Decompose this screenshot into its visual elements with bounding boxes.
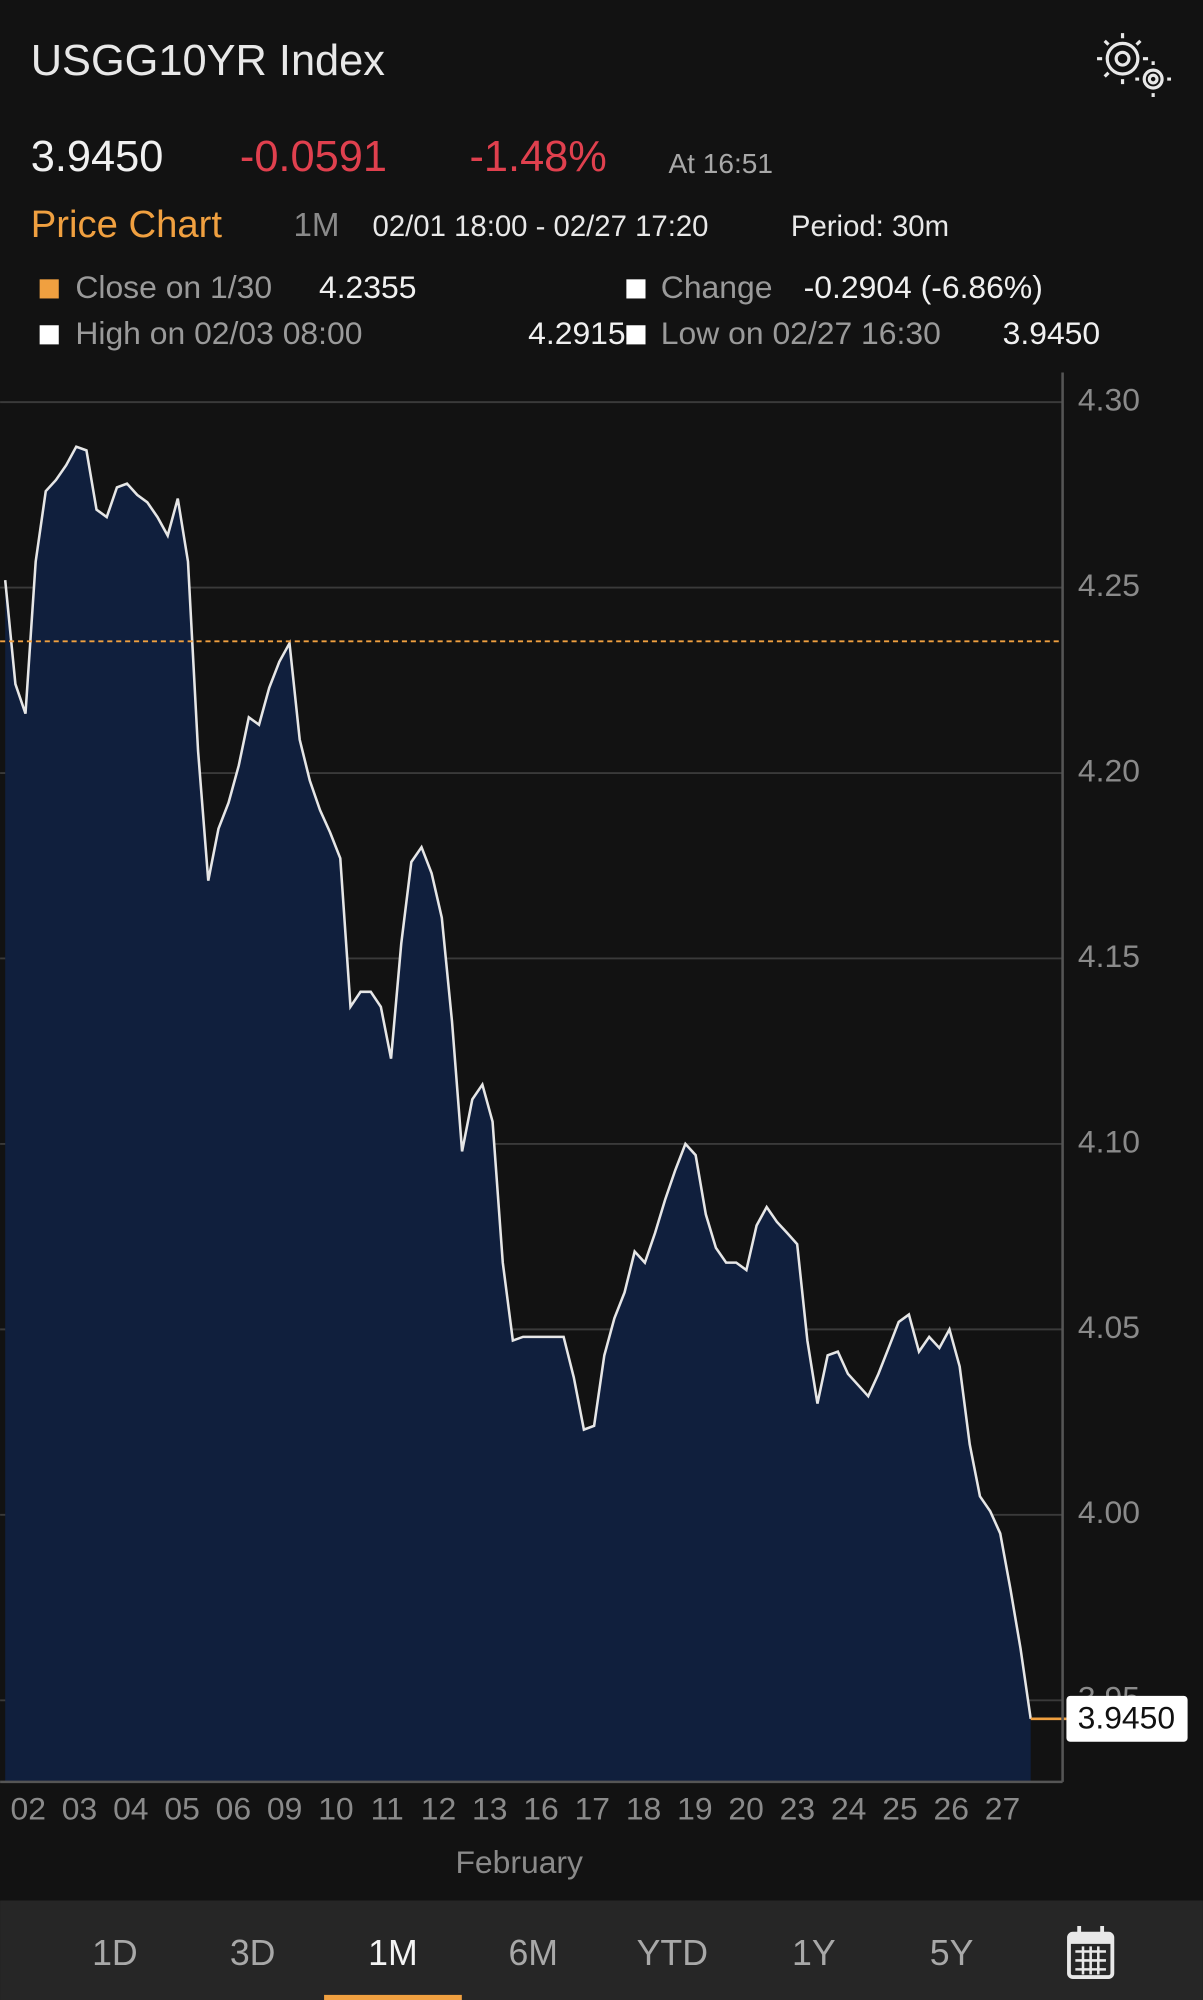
x-tick-label: 26 (933, 1791, 968, 1827)
tab[interactable]: 1Y (792, 1933, 836, 1973)
settings-icon[interactable] (1097, 33, 1172, 97)
legend-value: 4.2355 (319, 269, 417, 305)
legend-value: 3.9450 (1003, 315, 1101, 351)
legend-swatch (39, 325, 59, 345)
range: 1M (293, 207, 339, 244)
x-tick-label: 13 (472, 1791, 507, 1827)
y-tick-label: 4.05 (1078, 1309, 1140, 1345)
y-tick-label: 4.25 (1078, 567, 1140, 603)
x-tick-label: 19 (677, 1791, 712, 1827)
tab[interactable]: 5Y (930, 1933, 974, 1973)
chart-label: Price Chart (31, 203, 223, 246)
tab[interactable]: 1D (92, 1933, 138, 1973)
tabs: 1D 3D 1M 6M YTD 1Y 5Y (92, 1933, 974, 2000)
x-tick-label: 12 (421, 1791, 456, 1827)
calendar-icon[interactable] (1067, 1926, 1115, 1979)
x-tick-label: 18 (626, 1791, 661, 1827)
y-tick-label: 4.30 (1078, 382, 1140, 418)
x-tick-label: 09 (267, 1791, 302, 1827)
price: 3.9450 (31, 133, 164, 181)
y-tick-label: 4.10 (1078, 1123, 1140, 1159)
tab[interactable]: 1M (368, 1933, 418, 1973)
legend-value: 4.2915 (528, 315, 626, 351)
y-tick-label: 4.15 (1078, 938, 1140, 974)
x-tick-label: 25 (882, 1791, 917, 1827)
x-tick-label: 02 (11, 1791, 46, 1827)
legend-label: Change (661, 269, 773, 305)
legend-value: -0.2904 (-6.86%) (804, 269, 1043, 305)
x-tick-label: 03 (62, 1791, 97, 1827)
tab[interactable]: YTD (637, 1933, 708, 1973)
period: Period: 30m (791, 210, 949, 243)
tab-bar (0, 1900, 1203, 2000)
legend-label: Close on 1/30 (75, 269, 272, 305)
tab-indicator (324, 1994, 462, 2000)
legend-label: Low on 02/27 16:30 (661, 315, 941, 351)
y-tick-label: 4.00 (1078, 1494, 1140, 1530)
price-line (3, 445, 1032, 1720)
time: At 16:51 (668, 148, 772, 179)
x-tick-label: 20 (728, 1791, 763, 1827)
x-axis-label: February (455, 1844, 583, 1880)
y-tick-label: 4.20 (1078, 752, 1140, 788)
plot: 3.954.004.054.104.154.204.254.303.945002… (0, 372, 1188, 1880)
x-tick-label: 04 (113, 1791, 148, 1827)
x-tick-label: 11 (371, 1791, 404, 1827)
area (5, 446, 1031, 1782)
legend-swatch (39, 279, 59, 299)
x-tick-label: 27 (985, 1791, 1020, 1827)
x-tick-label: 17 (575, 1791, 610, 1827)
x-tick-label: 05 (164, 1791, 199, 1827)
x-tick-label: 06 (216, 1791, 251, 1827)
date-range: 02/01 18:00 - 02/27 17:20 (373, 210, 709, 243)
last-value-label: 3.9450 (1078, 1700, 1176, 1736)
price-change: -0.0591 (240, 133, 387, 181)
last-value-box (1066, 1695, 1188, 1742)
x-tick-label: 16 (523, 1791, 558, 1827)
legend-label: High on 02/03 08:00 (75, 315, 362, 351)
tab[interactable]: 6M (508, 1933, 558, 1973)
x-tick-label: 24 (831, 1791, 866, 1827)
x-tick-label: 23 (780, 1791, 815, 1827)
price-change-pct: -1.48% (469, 133, 606, 181)
legend-swatch (626, 279, 646, 299)
legend-swatch (626, 325, 646, 345)
tab[interactable]: 3D (230, 1933, 276, 1973)
x-tick-label: 10 (318, 1791, 353, 1827)
title: USGG10YR Index (31, 37, 386, 85)
